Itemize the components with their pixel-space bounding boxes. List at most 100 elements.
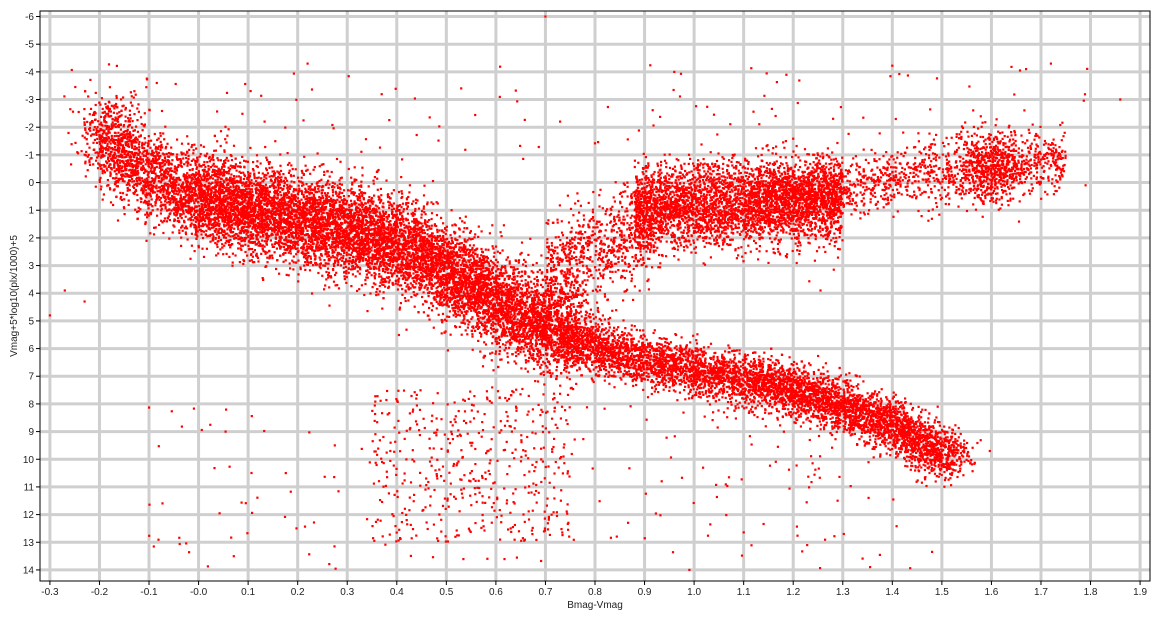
data-point bbox=[803, 375, 806, 378]
data-point bbox=[467, 323, 470, 326]
data-point bbox=[622, 333, 625, 336]
data-point bbox=[936, 436, 939, 439]
data-point bbox=[773, 400, 776, 403]
data-point bbox=[138, 135, 141, 138]
data-point bbox=[143, 112, 146, 115]
data-point bbox=[116, 185, 119, 188]
data-point bbox=[722, 411, 726, 414]
data-point bbox=[495, 329, 498, 332]
data-point bbox=[121, 178, 124, 181]
data-point bbox=[843, 420, 846, 423]
data-point bbox=[179, 185, 182, 188]
data-point bbox=[180, 236, 183, 239]
data-point bbox=[880, 388, 883, 391]
data-point bbox=[598, 350, 601, 353]
data-point bbox=[229, 239, 232, 242]
data-point bbox=[563, 367, 566, 370]
data-point bbox=[450, 304, 454, 307]
data-point bbox=[675, 345, 678, 348]
data-point bbox=[458, 235, 461, 238]
data-point bbox=[321, 236, 324, 239]
data-point bbox=[338, 191, 341, 194]
data-point bbox=[483, 279, 486, 282]
data-point bbox=[437, 313, 440, 316]
data-point bbox=[264, 216, 267, 219]
data-point bbox=[123, 175, 126, 178]
data-point bbox=[823, 428, 826, 431]
data-point bbox=[909, 453, 912, 456]
data-point bbox=[480, 335, 483, 338]
data-point bbox=[668, 389, 671, 392]
data-point bbox=[814, 396, 818, 399]
data-point bbox=[469, 285, 472, 288]
data-point bbox=[890, 409, 893, 412]
data-point bbox=[145, 149, 148, 152]
data-point bbox=[115, 173, 118, 176]
data-point bbox=[259, 181, 262, 184]
data-point bbox=[190, 215, 193, 218]
data-point bbox=[668, 386, 671, 389]
data-point bbox=[103, 129, 106, 132]
data-point bbox=[664, 349, 667, 352]
data-point bbox=[623, 366, 626, 369]
data-point bbox=[94, 91, 97, 94]
data-point bbox=[773, 367, 776, 370]
data-point bbox=[74, 141, 77, 144]
data-point bbox=[339, 264, 342, 267]
data-point bbox=[237, 228, 240, 231]
data-point bbox=[233, 227, 236, 230]
data-point bbox=[920, 410, 923, 414]
data-point bbox=[673, 384, 676, 387]
data-point bbox=[324, 264, 327, 267]
data-point bbox=[683, 389, 686, 392]
data-point bbox=[187, 174, 190, 177]
data-point bbox=[704, 364, 707, 367]
data-point bbox=[949, 477, 952, 480]
data-point bbox=[695, 356, 698, 359]
data-point bbox=[124, 172, 127, 175]
data-point bbox=[154, 176, 157, 179]
data-point bbox=[367, 231, 371, 234]
data-point bbox=[490, 323, 493, 326]
data-point bbox=[952, 463, 955, 466]
data-point bbox=[477, 235, 480, 238]
data-point bbox=[102, 163, 106, 167]
data-point bbox=[431, 292, 434, 295]
data-point bbox=[256, 211, 259, 214]
data-point bbox=[219, 188, 222, 191]
data-point bbox=[112, 156, 115, 159]
data-point bbox=[520, 279, 523, 282]
data-point bbox=[139, 208, 142, 211]
data-point bbox=[442, 280, 445, 284]
data-point bbox=[948, 426, 951, 429]
data-point bbox=[461, 302, 464, 305]
data-point bbox=[682, 379, 686, 382]
data-point bbox=[784, 407, 787, 410]
data-point bbox=[695, 339, 698, 342]
data-point bbox=[682, 365, 685, 368]
data-point bbox=[888, 419, 891, 422]
data-point bbox=[364, 279, 367, 282]
data-point bbox=[635, 383, 638, 387]
data-point bbox=[235, 189, 239, 192]
data-point bbox=[236, 205, 239, 208]
data-point bbox=[924, 427, 927, 430]
data-point bbox=[265, 242, 268, 245]
data-point bbox=[669, 341, 672, 344]
data-point bbox=[334, 256, 337, 259]
data-point bbox=[451, 286, 454, 289]
data-point bbox=[402, 217, 405, 221]
data-point bbox=[416, 270, 419, 274]
data-point bbox=[417, 207, 421, 210]
data-point bbox=[280, 236, 283, 239]
data-point bbox=[424, 285, 427, 288]
data-point bbox=[924, 408, 927, 411]
data-point bbox=[924, 431, 927, 434]
data-point bbox=[131, 180, 134, 183]
data-point bbox=[769, 368, 772, 371]
data-point bbox=[155, 81, 158, 85]
data-point bbox=[532, 332, 535, 335]
data-point bbox=[403, 223, 406, 226]
data-point bbox=[874, 438, 877, 441]
data-point bbox=[816, 379, 819, 382]
